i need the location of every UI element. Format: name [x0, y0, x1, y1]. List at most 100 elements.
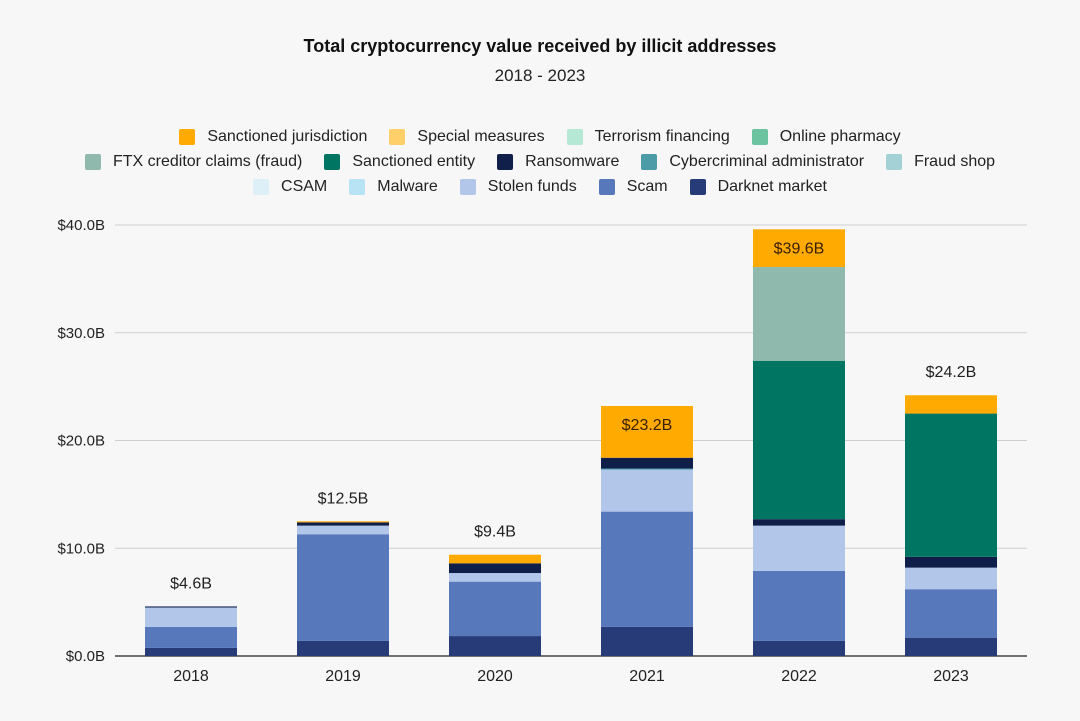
x-tick-label: 2020: [477, 668, 513, 685]
x-tick-label: 2019: [325, 668, 361, 685]
legend-swatch: [566, 128, 583, 145]
y-tick-label: $10.0B: [57, 540, 105, 557]
bar-segment: [297, 640, 389, 656]
bar-segment: [753, 267, 845, 361]
legend-swatch: [497, 153, 514, 170]
bar-segment: [753, 360, 845, 520]
legend-label: FTX creditor claims (fraud): [112, 152, 303, 170]
total-label: $12.5B: [318, 490, 369, 507]
legend-item: Online pharmacy: [751, 127, 901, 146]
bar-segment: [753, 525, 845, 571]
bar-segment: [601, 469, 693, 512]
bar-segment: [905, 637, 997, 656]
bar-segment: [905, 413, 997, 557]
bar-segment: [449, 573, 541, 582]
bar-segment: [449, 636, 541, 656]
bar-segment: [753, 229, 845, 268]
legend-swatch: [459, 178, 476, 195]
legend-label: Cybercriminal administrator: [669, 152, 865, 170]
legend-swatch: [641, 153, 658, 170]
total-label: $39.6B: [774, 240, 825, 257]
legend-swatch: [84, 153, 101, 170]
legend-item: FTX creditor claims (fraud): [84, 152, 303, 171]
legend-item: Ransomware: [497, 153, 619, 171]
legend-item: Special measures: [389, 127, 545, 146]
legend-label: Stolen funds: [487, 177, 577, 195]
chart-title: Total cryptocurrency value received by i…: [303, 36, 777, 56]
bar-segment: [297, 525, 389, 535]
legend-label: CSAM: [281, 177, 328, 195]
legend-label: Fraud shop: [914, 152, 996, 170]
legend-item: Sanctioned jurisdiction: [179, 128, 367, 146]
bar-segment: [753, 570, 845, 641]
total-label: $4.6B: [170, 575, 212, 592]
chart-subtitle: 2018 - 2023: [494, 66, 586, 85]
legend: Sanctioned jurisdiction Special measures T…: [0, 124, 1080, 199]
y-tick-label: $20.0B: [57, 433, 105, 450]
bar-segment: [905, 589, 997, 638]
legend-swatch: [598, 178, 615, 195]
legend-label: Special measures: [417, 127, 545, 145]
legend-label: Online pharmacy: [779, 127, 901, 145]
legend-item: Terrorism financing: [566, 127, 730, 146]
legend-swatch: [349, 178, 366, 195]
legend-swatch: [389, 128, 406, 145]
bar-segment: [145, 606, 237, 608]
legend-label: Terrorism financing: [594, 127, 730, 145]
legend-swatch: [886, 153, 903, 170]
bar-segment: [905, 556, 997, 568]
bar-segment: [297, 534, 389, 641]
total-label: $24.2B: [926, 364, 977, 381]
bar-segment: [145, 607, 237, 627]
legend-item: Darknet market: [689, 177, 827, 196]
legend-item: Scam: [598, 177, 668, 196]
bar-segment: [145, 647, 237, 656]
legend-item: Malware: [349, 177, 438, 196]
bar-segment: [601, 457, 693, 469]
x-tick-label: 2023: [933, 668, 969, 685]
legend-item: Sanctioned entity: [324, 153, 475, 171]
bar-segment: [753, 519, 845, 526]
y-tick-label: $0.0B: [66, 648, 105, 665]
x-tick-label: 2021: [629, 668, 665, 685]
total-label: $23.2B: [622, 417, 673, 434]
bar-segment: [449, 581, 541, 637]
legend-swatch: [253, 178, 270, 195]
bar-segment: [753, 640, 845, 656]
legend-item: Cybercriminal administrator: [641, 153, 864, 171]
bar-segment: [449, 554, 541, 564]
y-tick-label: $30.0B: [57, 325, 105, 342]
legend-item: Fraud shop: [886, 153, 995, 171]
legend-swatch: [751, 128, 768, 145]
legend-label: Sanctioned jurisdiction: [207, 127, 368, 145]
total-label: $9.4B: [474, 524, 516, 541]
bar-segment: [601, 406, 693, 458]
legend-swatch: [179, 128, 196, 145]
legend-label: Scam: [626, 177, 668, 195]
legend-label: Darknet market: [717, 177, 827, 195]
bar-segment: [601, 511, 693, 627]
bar-segment: [297, 521, 389, 523]
x-tick-label: 2018: [173, 668, 209, 685]
bar-segment: [601, 468, 693, 470]
y-tick-label: $40.0B: [57, 217, 105, 234]
bar-segment: [601, 626, 693, 656]
bar-segment: [449, 563, 541, 574]
bar-segment: [145, 626, 237, 648]
legend-item: CSAM: [253, 178, 327, 196]
bar-segment: [905, 567, 997, 590]
legend-row: FTX creditor claims (fraud) Sanctioned en…: [0, 149, 1080, 174]
legend-row: Sanctioned jurisdiction Special measures T…: [0, 124, 1080, 149]
legend-swatch: [689, 178, 706, 195]
legend-item: Stolen funds: [459, 177, 577, 196]
bar-segment: [905, 395, 997, 414]
legend-row: CSAM Malware Stolen funds Scam Darknet marke…: [0, 174, 1080, 199]
bar-segment: [297, 522, 389, 526]
legend-swatch: [324, 153, 341, 170]
legend-label: Sanctioned entity: [352, 152, 476, 170]
legend-label: Malware: [377, 177, 438, 195]
x-tick-label: 2022: [781, 668, 817, 685]
legend-label: Ransomware: [525, 152, 620, 170]
